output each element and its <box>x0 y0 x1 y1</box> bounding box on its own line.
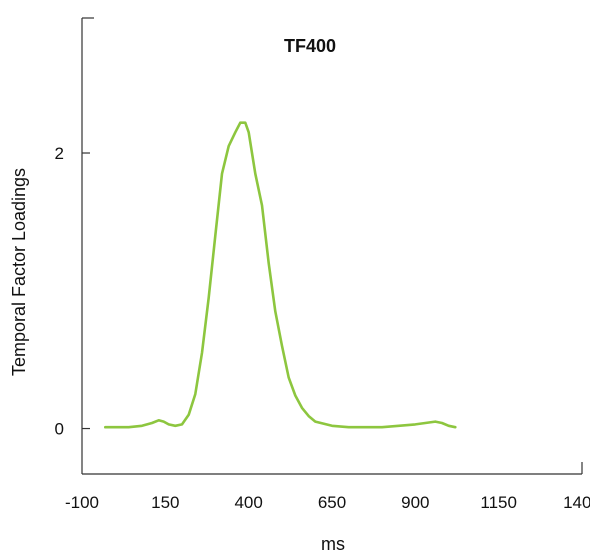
y-axis-title: Temporal Factor Loadings <box>9 168 29 376</box>
plot-area: 0 2 -100 150 400 650 900 1150 1400 <box>55 17 590 512</box>
series-line <box>104 121 457 429</box>
x-tick-label: 1400 <box>563 493 590 512</box>
y-tick-label: 0 <box>55 420 64 439</box>
x-tick-label: 900 <box>401 493 429 512</box>
x-tick-label: 1150 <box>480 493 517 512</box>
x-tick-label: 150 <box>151 493 179 512</box>
chart-title: TF400 <box>284 36 336 56</box>
x-axis-title: ms <box>321 534 345 554</box>
x-tick-label: 650 <box>318 493 346 512</box>
x-tick-label: -100 <box>65 493 99 512</box>
y-tick-label: 2 <box>55 144 64 163</box>
x-tick-label: 400 <box>234 493 262 512</box>
